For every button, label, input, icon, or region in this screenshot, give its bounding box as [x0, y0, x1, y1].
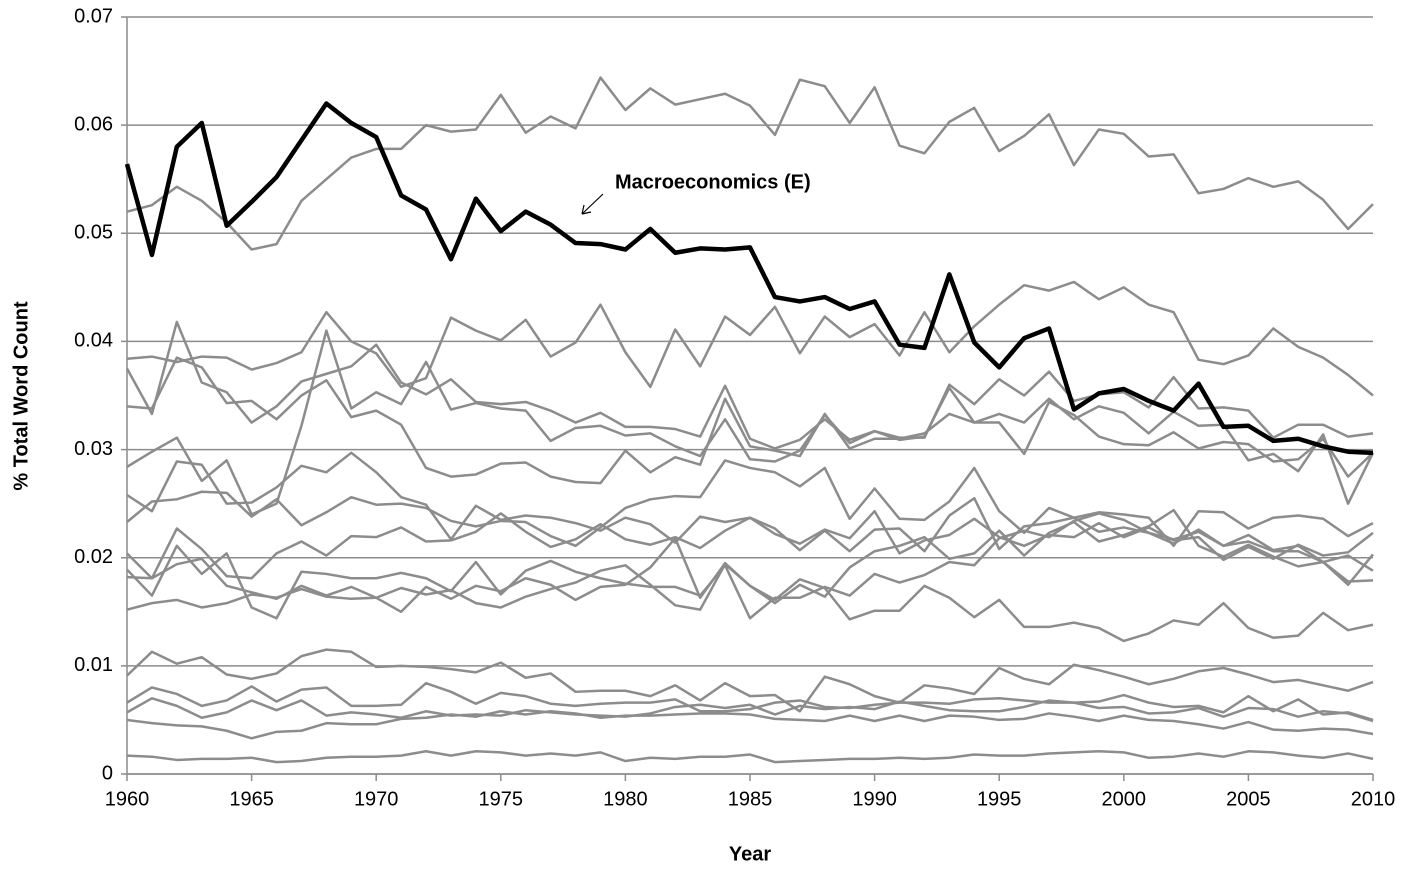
x-tick-label: 1995: [977, 788, 1022, 810]
y-tick-label: 0.05: [74, 222, 113, 244]
series-line: [126, 76, 1374, 251]
series-line: [126, 750, 1374, 764]
series-line: [125, 320, 1374, 450]
x-tick-label: 1990: [852, 788, 897, 810]
x-tick-label: 1965: [229, 788, 274, 810]
x-tick-label: 1975: [479, 788, 524, 810]
series-line: [126, 508, 1374, 614]
x-tick-label: 1985: [728, 788, 773, 810]
x-tick-label: 1980: [603, 788, 648, 810]
series-line: [126, 681, 1374, 722]
x-axis-title: Year: [729, 843, 771, 865]
series-line: [126, 356, 1375, 505]
y-tick-label: 0.02: [74, 546, 113, 568]
annotation: Macroeconomics (E): [615, 171, 811, 193]
series-line: [126, 459, 1374, 586]
series-line: [126, 710, 1374, 740]
y-tick-label: 0.01: [74, 654, 113, 676]
series-line: [126, 648, 1374, 713]
y-tick-label: 0: [102, 762, 113, 784]
y-tick-label: 0.06: [74, 113, 113, 135]
series-line: [126, 329, 1374, 516]
x-tick-label: 1970: [354, 788, 399, 810]
series-line: [126, 562, 1374, 643]
series-line: [126, 697, 1374, 723]
y-tick-label: 0.03: [74, 438, 113, 460]
x-tick-label: 1960: [105, 788, 150, 810]
y-tick-label: 0.04: [74, 330, 113, 352]
annotation-arrowhead: [581, 204, 592, 215]
annotation-arrow: [581, 193, 604, 215]
series-line: [126, 509, 1374, 580]
x-tick-label: 2010: [1351, 788, 1396, 810]
x-tick-label: 2000: [1102, 788, 1147, 810]
highlight-line: [124, 101, 1374, 456]
series-line: [126, 280, 1374, 397]
y-tick-label: 0.07: [74, 5, 113, 27]
series-line: [126, 512, 1374, 620]
x-tick-label: 2005: [1226, 788, 1271, 810]
y-axis-title: % Total Word Count: [10, 301, 32, 491]
series-line: [126, 451, 1374, 553]
